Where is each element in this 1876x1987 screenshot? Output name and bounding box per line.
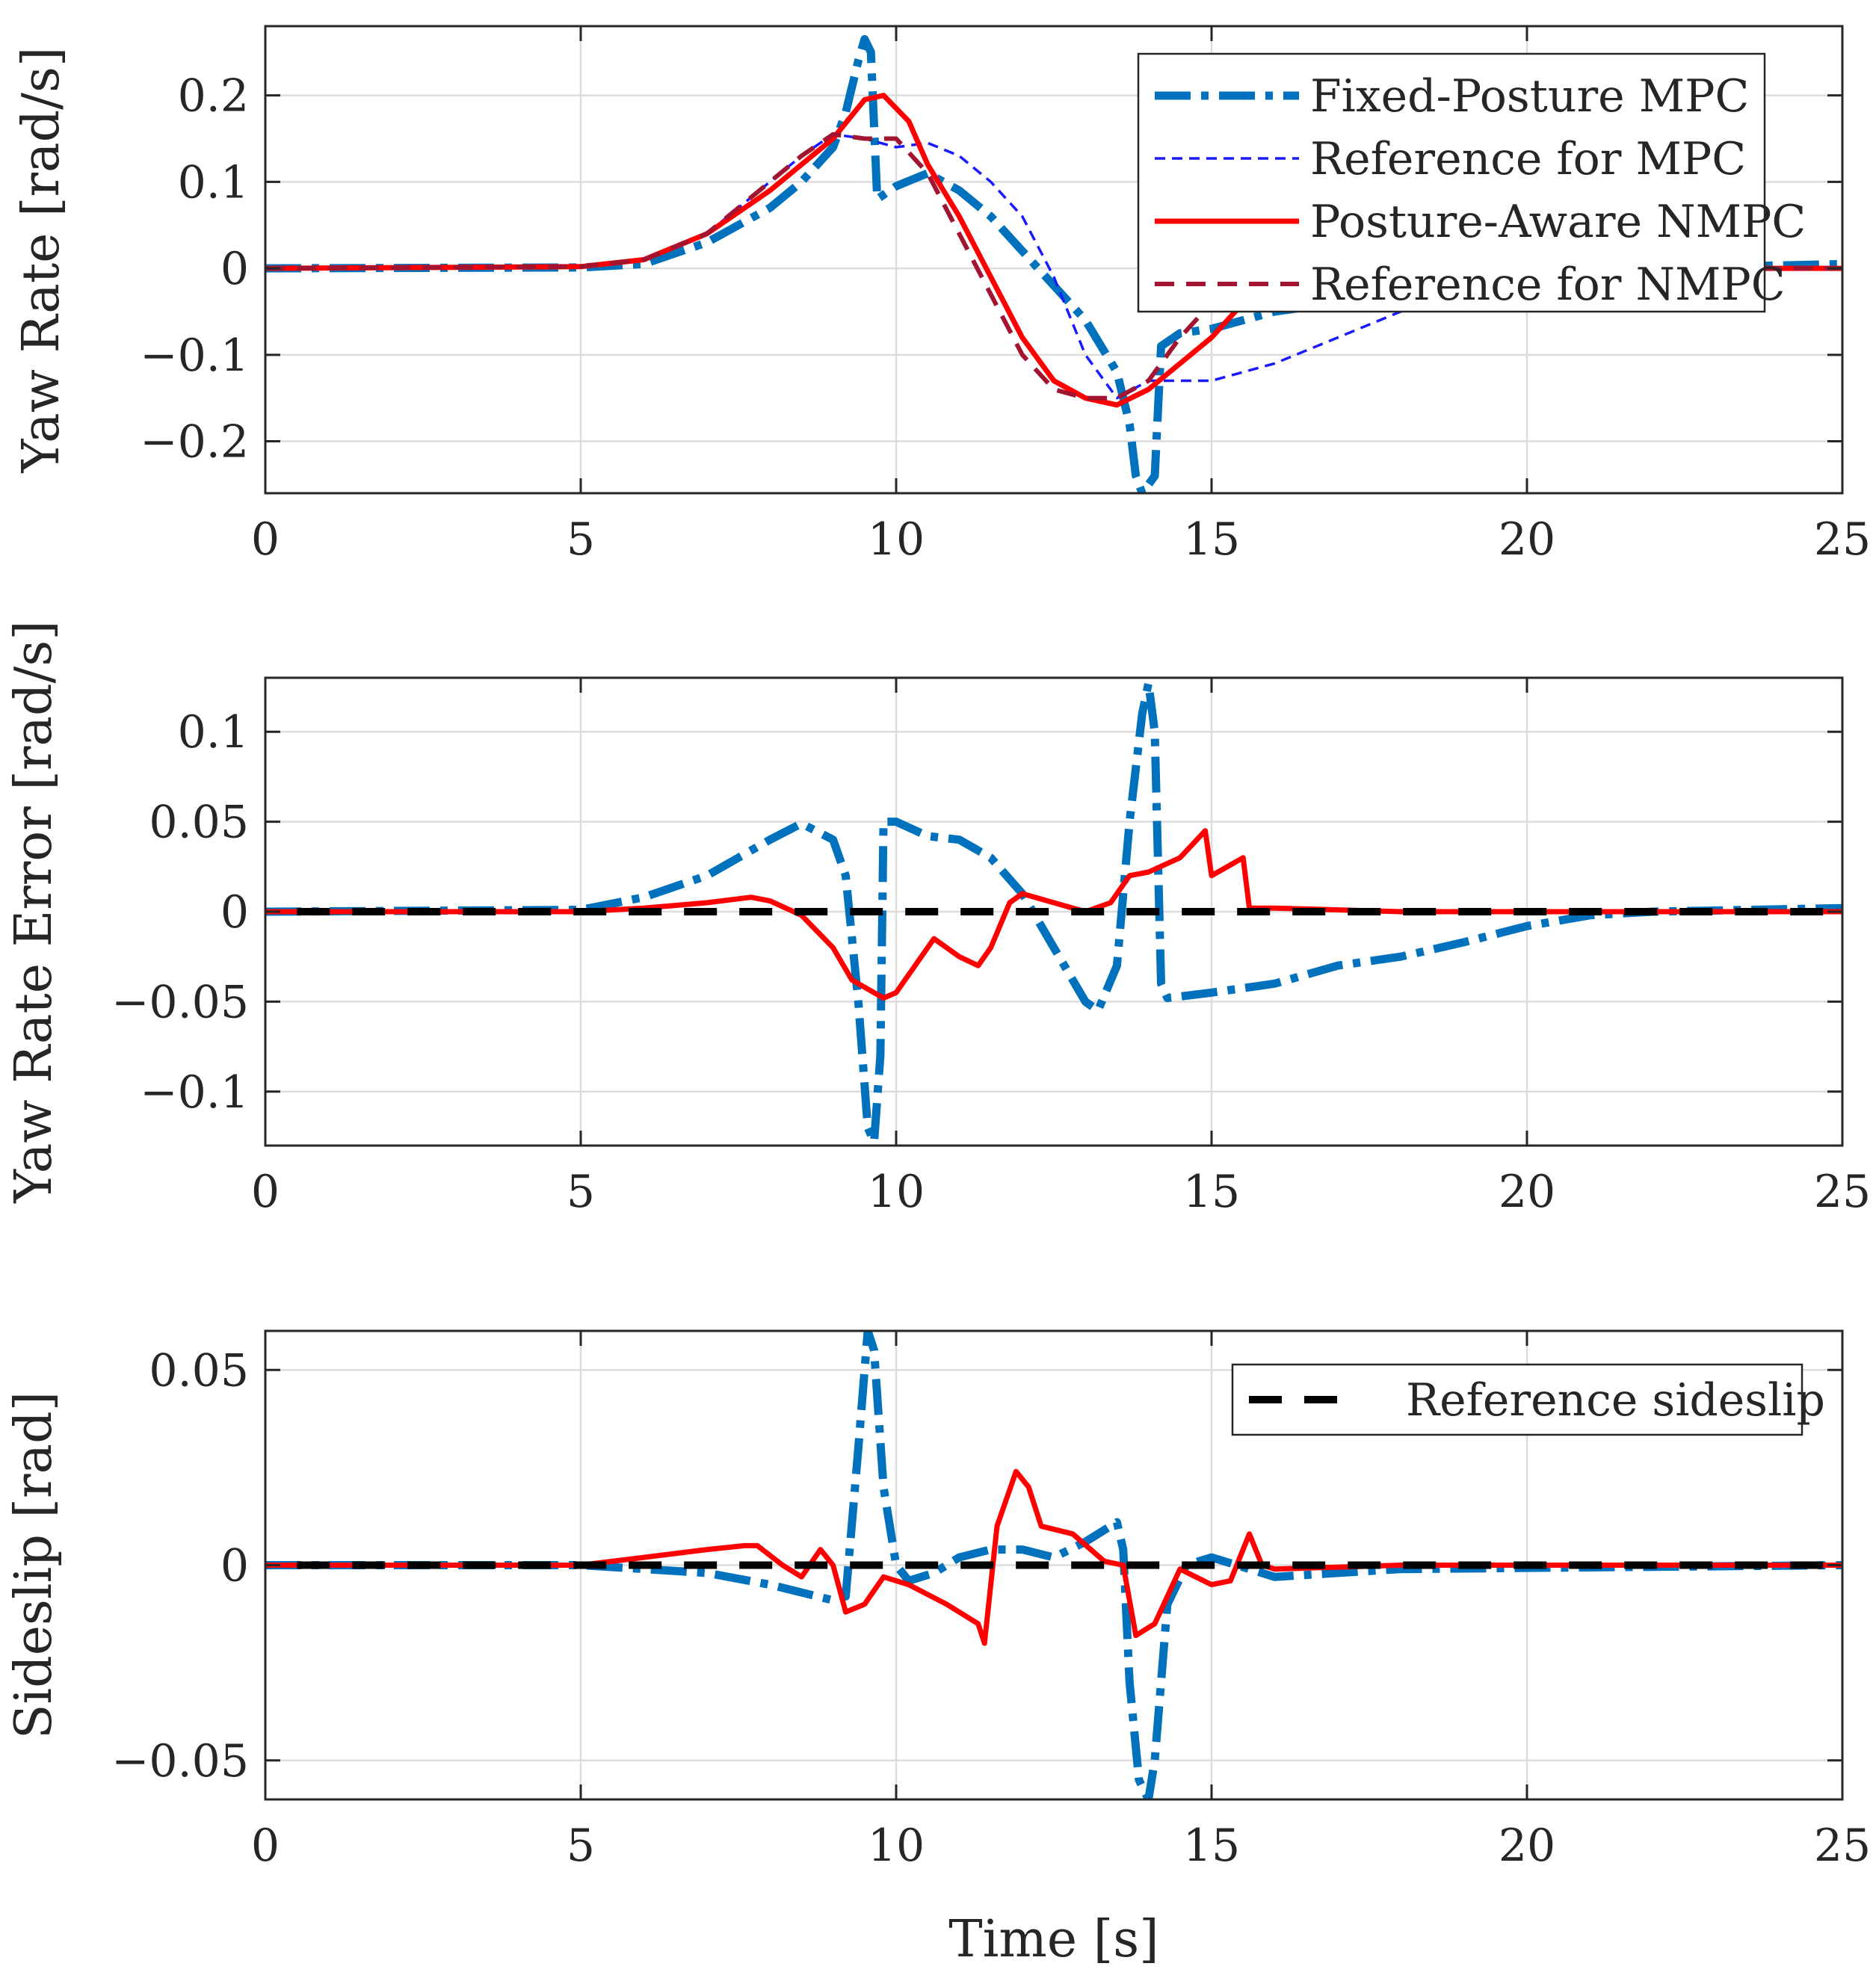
x-tick-label: 15 xyxy=(1183,1166,1240,1218)
x-tick-label: 25 xyxy=(1814,1820,1871,1872)
x-tick-label: 20 xyxy=(1499,1166,1555,1218)
y-tick-label: −0.2 xyxy=(140,416,249,469)
x-tick-label: 20 xyxy=(1499,513,1555,566)
x-tick-label: 15 xyxy=(1183,1820,1240,1872)
x-tick-label: 15 xyxy=(1183,513,1240,566)
chart-panel-2: 0 5 10 15 20 25 −0.1 −0.05 0 0.05 0.1 Yaw Rate Erro… xyxy=(4,620,1871,1218)
y-tick-label: −0.05 xyxy=(111,976,249,1028)
y-tick-label: 0.05 xyxy=(149,797,249,849)
x-tick-label: 0 xyxy=(251,1820,280,1872)
series-group xyxy=(265,1331,1842,1799)
x-tick-label: 10 xyxy=(868,1166,925,1218)
y-tick-label: −0.1 xyxy=(140,330,249,382)
series-line-reference-for-nmpc xyxy=(265,132,1842,401)
series-line-fixed-posture-mpc xyxy=(265,1331,1842,1799)
y-tick-label: 0.1 xyxy=(178,156,249,208)
series-line-posture-aware-nmpc xyxy=(265,93,1842,408)
x-tick-label: 10 xyxy=(868,1820,925,1872)
y-tick-label: −0.1 xyxy=(140,1066,249,1119)
legend-label: Reference sideslip xyxy=(1406,1374,1825,1427)
legend-label: Posture-Aware NMPC xyxy=(1310,196,1806,248)
legend-label: Reference for MPC xyxy=(1310,133,1746,185)
y-tick-label: −0.05 xyxy=(111,1735,249,1787)
x-tick-label: 25 xyxy=(1814,1166,1871,1218)
y-axis-label: Sideslip [rad] xyxy=(4,1391,64,1739)
x-tick-label: 0 xyxy=(251,513,280,566)
x-tick-label: 25 xyxy=(1814,513,1871,566)
axes-frame xyxy=(264,25,1844,495)
legend: Fixed-Posture MPC Reference for MPC Postur… xyxy=(1137,52,1806,313)
chart-panel-1: 0 5 10 15 20 25 −0.2 −0.1 0 0.1 0.2 Yaw Rate [rad/s… xyxy=(12,25,1871,566)
y-tick-label: 0.1 xyxy=(178,706,249,758)
y-tick-label: 0 xyxy=(220,243,249,295)
legend-label: Fixed-Posture MPC xyxy=(1310,70,1749,123)
y-tick-label: 0 xyxy=(220,886,249,939)
series-group xyxy=(265,679,1842,1146)
x-tick-label: 20 xyxy=(1499,1820,1555,1872)
y-tick-label: 0.05 xyxy=(149,1344,249,1397)
legend-label: Reference for NMPC xyxy=(1310,259,1786,311)
y-axis-label: Yaw Rate [rad/s] xyxy=(12,47,71,474)
legend: Reference sideslip xyxy=(1231,1363,1825,1436)
x-tick-label: 10 xyxy=(868,513,925,566)
series-line-posture-aware-nmpc xyxy=(265,828,1842,1001)
x-axis-label: Time [s] xyxy=(948,1910,1158,1969)
x-tick-label: 5 xyxy=(567,1166,595,1218)
x-tick-label: 5 xyxy=(567,1820,595,1872)
y-tick-label: 0 xyxy=(220,1540,249,1592)
x-tick-label: 5 xyxy=(567,513,595,566)
series-line-posture-aware-nmpc xyxy=(265,1468,1842,1646)
y-axis-label: Yaw Rate Error [rad/s] xyxy=(4,620,64,1204)
y-tick-label: 0.2 xyxy=(178,70,249,123)
series-line-fixed-posture-mpc xyxy=(265,679,1842,1146)
x-tick-label: 0 xyxy=(251,1166,280,1218)
